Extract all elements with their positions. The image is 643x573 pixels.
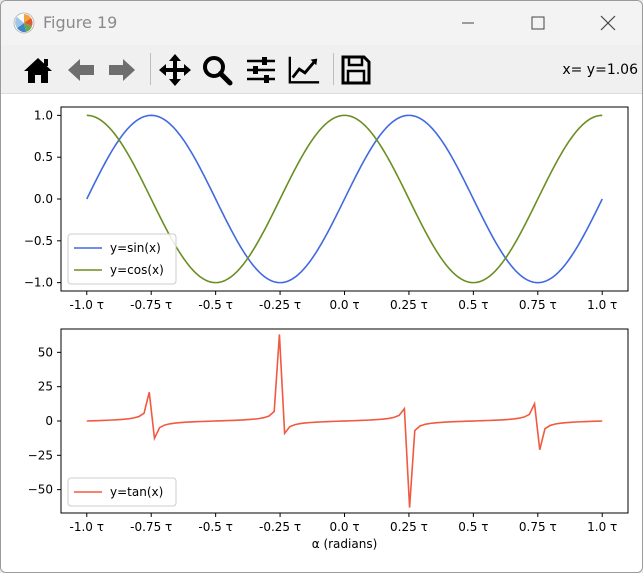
x-tick-label: 0.75 τ <box>519 520 557 534</box>
x-tick-label: -1.0 τ <box>70 298 104 312</box>
bottom-axes: -1.0 τ -0.75 τ -0.5 τ -0.25 τ 0.0 τ 0.25 τ 0.5… <box>28 328 629 551</box>
back-button[interactable] <box>64 53 98 87</box>
y-tick-label: −25 <box>28 448 53 462</box>
maximize-icon <box>531 16 545 30</box>
floppy-disk-icon <box>341 55 371 85</box>
legend-label: y=tan(x) <box>110 485 163 499</box>
sliders-icon <box>247 57 275 83</box>
y-tick-label: 0.5 <box>34 150 53 164</box>
x-tick-label: 1.0 τ <box>587 298 617 312</box>
legend-box <box>67 233 177 285</box>
x-tick-label: 0.5 τ <box>458 520 488 534</box>
x-tick-label: 0.5 τ <box>458 298 488 312</box>
x-tick-label: 1.0 τ <box>587 520 617 534</box>
home-button[interactable] <box>21 53 55 87</box>
series-line-tan <box>86 334 603 508</box>
close-button[interactable] <box>573 1 642 45</box>
y-tick-label: 0 <box>45 414 53 428</box>
y-tick-label: 0.0 <box>34 192 53 206</box>
y-tick-label: −1.0 <box>24 276 53 290</box>
matplotlib-logo-icon <box>13 12 35 34</box>
chart-line-icon <box>288 56 320 84</box>
title-bar: Figure 19 <box>1 1 642 45</box>
cursor-coordinates: x= y=1.06 <box>562 62 638 78</box>
x-tick-label: 0.25 τ <box>390 520 428 534</box>
forward-button[interactable] <box>105 53 139 87</box>
legend-label: y=sin(x) <box>110 241 161 255</box>
y-tick-label: 50 <box>38 345 53 359</box>
figure-canvas[interactable]: -1.0 τ -0.75 τ -0.5 τ -0.25 τ 0.0 τ 0.25 τ 0.5… <box>1 94 642 572</box>
y-tick-label: 1.0 <box>34 108 53 122</box>
toolbar-separator <box>150 53 151 85</box>
x-tick-label: 0.75 τ <box>519 298 557 312</box>
x-tick-label: -0.75 τ <box>130 520 172 534</box>
x-axis-label: α (radians) <box>312 537 378 551</box>
toolbar-separator <box>333 53 334 85</box>
x-tick-label: -0.75 τ <box>130 298 172 312</box>
pan-button[interactable] <box>158 53 192 87</box>
x-tick-label: -0.25 τ <box>259 298 301 312</box>
y-tick-label: −0.5 <box>24 234 53 248</box>
x-tick-label: 0.0 τ <box>329 520 359 534</box>
x-tick-label: -0.5 τ <box>198 520 232 534</box>
series-line-sin <box>86 114 603 284</box>
x-tick-label: -0.5 τ <box>198 298 232 312</box>
arrow-left-icon <box>68 59 94 81</box>
y-tick-label: 25 <box>38 380 53 394</box>
customize-button[interactable] <box>287 53 321 87</box>
navigation-toolbar: x= y=1.06 <box>1 45 642 94</box>
minimize-button[interactable] <box>433 1 503 45</box>
x-tick-label: -1.0 τ <box>70 520 104 534</box>
close-icon <box>600 15 616 31</box>
top-axes: -1.0 τ -0.75 τ -0.5 τ -0.25 τ 0.0 τ 0.25 τ 0.5… <box>24 106 629 312</box>
window-title: Figure 19 <box>43 13 118 32</box>
x-tick-label: 0.0 τ <box>329 298 359 312</box>
x-tick-label: 0.25 τ <box>390 298 428 312</box>
move-icon <box>159 54 191 86</box>
save-button[interactable] <box>339 53 373 87</box>
legend-box <box>67 477 177 507</box>
y-tick-label: −50 <box>28 483 53 497</box>
legend-label: y=cos(x) <box>110 263 164 277</box>
subplots-button[interactable] <box>244 53 278 87</box>
magnifier-icon <box>203 56 233 86</box>
home-icon <box>24 58 52 83</box>
zoom-button[interactable] <box>200 53 234 87</box>
minimize-icon <box>462 22 474 24</box>
maximize-button[interactable] <box>503 1 573 45</box>
arrow-right-icon <box>109 59 135 81</box>
x-tick-label: -0.25 τ <box>259 520 301 534</box>
